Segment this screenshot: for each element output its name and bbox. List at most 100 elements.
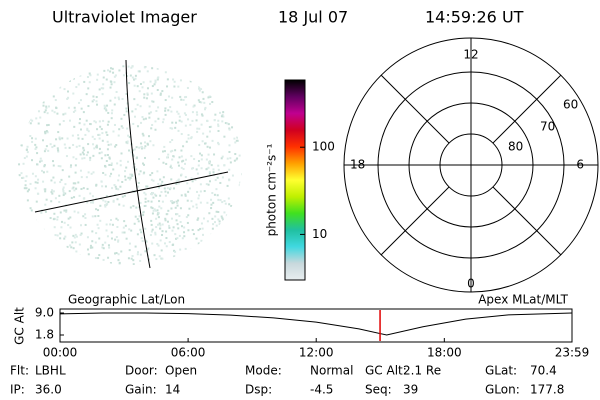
pixel (229, 157, 232, 160)
pixel (37, 178, 40, 181)
pixel (178, 156, 181, 159)
pixel (215, 70, 218, 73)
pixel (171, 96, 174, 99)
pixel (175, 200, 178, 203)
pixel (175, 180, 178, 183)
pixel (240, 86, 242, 89)
pixel (156, 209, 159, 212)
status-value: 14 (165, 383, 180, 397)
pixel (197, 197, 200, 200)
pixel (154, 120, 157, 123)
pixel (75, 145, 78, 148)
pixel (106, 148, 109, 151)
pixel (169, 106, 172, 109)
pixel (128, 149, 131, 152)
pixel (25, 187, 28, 190)
pixel (198, 87, 201, 90)
pixel (29, 249, 32, 252)
pixel (146, 185, 149, 188)
pixel (195, 111, 198, 114)
pixel (180, 225, 183, 228)
pixel (73, 253, 76, 256)
pixel (236, 121, 239, 124)
pixel (100, 157, 103, 160)
pixel (232, 239, 235, 242)
pixel (42, 180, 45, 183)
pixel (73, 189, 76, 192)
pixel (86, 248, 89, 251)
pixel (56, 112, 59, 115)
pixel (210, 247, 213, 250)
pixel (218, 101, 221, 104)
pixel (31, 172, 34, 175)
pixel (59, 237, 62, 240)
lat-label: 80 (508, 140, 523, 154)
pixel (178, 261, 181, 264)
pixel (134, 74, 137, 77)
pixel (123, 231, 126, 234)
pixel (136, 233, 139, 236)
pixel (219, 102, 222, 105)
pixel (58, 123, 61, 126)
pixel (136, 85, 139, 88)
pixel (163, 150, 166, 153)
pixel (25, 243, 28, 246)
pixel (130, 229, 133, 232)
pixel (101, 243, 104, 246)
pixel (40, 73, 43, 76)
pixel (200, 239, 203, 242)
pixel (171, 202, 174, 205)
pixel (185, 103, 188, 106)
pixel (229, 106, 232, 109)
pixel (30, 209, 33, 212)
pixel (37, 86, 40, 89)
pixel (113, 75, 116, 78)
pixel (169, 141, 172, 144)
pixel (197, 244, 200, 247)
pixel (106, 133, 109, 136)
pixel (159, 92, 162, 95)
pixel (155, 109, 158, 112)
pixel (200, 75, 203, 78)
pixel (107, 111, 110, 114)
pixel (74, 241, 77, 244)
pixel (201, 114, 204, 117)
pixel (177, 161, 180, 164)
pixel (181, 160, 184, 163)
pixel (118, 203, 121, 206)
pixel (151, 207, 154, 210)
pixel (57, 245, 60, 248)
pixel (28, 230, 31, 233)
pixel (122, 65, 125, 68)
pixel (169, 150, 172, 153)
pixel (18, 174, 21, 177)
pixel (150, 200, 153, 203)
pixel (73, 125, 76, 128)
pixel (37, 192, 40, 195)
pixel (23, 237, 26, 240)
pixel (35, 117, 38, 120)
pixel (44, 109, 47, 112)
pixel (150, 223, 153, 226)
pixel (73, 236, 76, 239)
pixel (207, 153, 210, 156)
pixel (120, 125, 123, 128)
pixel (92, 95, 95, 98)
pixel (134, 245, 137, 248)
pixel (89, 201, 92, 204)
pixel (120, 117, 123, 120)
pixel (138, 146, 141, 149)
pixel (104, 165, 107, 168)
pixel (200, 84, 203, 87)
pixel (198, 127, 201, 130)
pixel (130, 173, 133, 176)
pixel (111, 67, 114, 70)
pixel (44, 190, 47, 193)
pixel (136, 103, 139, 106)
pixel (208, 161, 211, 164)
pixel (166, 78, 169, 81)
pixel (137, 220, 140, 223)
pixel (44, 203, 47, 206)
pixel (63, 221, 66, 224)
pixel (125, 107, 128, 110)
